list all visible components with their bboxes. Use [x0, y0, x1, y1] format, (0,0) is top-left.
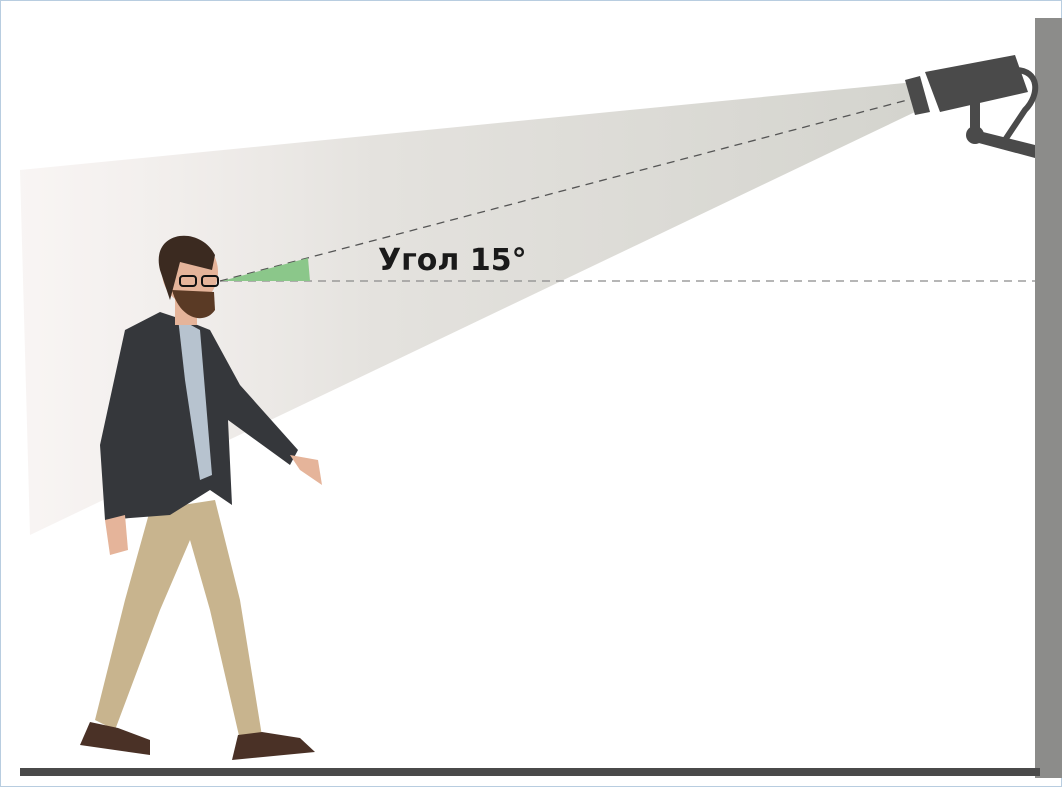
- angle-label: Угол 15°: [378, 243, 527, 278]
- camera: [905, 55, 1039, 158]
- sight-line: [219, 97, 916, 282]
- floor: [20, 768, 1040, 776]
- wall: [1035, 18, 1062, 778]
- angle-wedge: [222, 258, 310, 281]
- person: [80, 235, 322, 760]
